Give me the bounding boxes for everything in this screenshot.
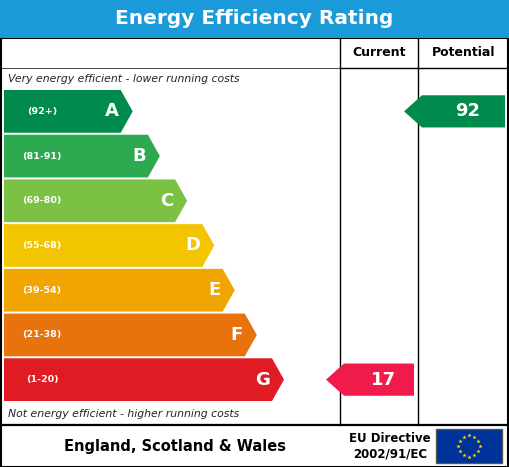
Text: (39-54): (39-54) bbox=[22, 286, 62, 295]
Text: G: G bbox=[255, 371, 270, 389]
Text: EU Directive: EU Directive bbox=[349, 432, 431, 446]
Polygon shape bbox=[4, 90, 133, 133]
Polygon shape bbox=[404, 95, 505, 127]
Text: Energy Efficiency Rating: Energy Efficiency Rating bbox=[116, 9, 393, 28]
Polygon shape bbox=[326, 363, 414, 396]
Text: Very energy efficient - lower running costs: Very energy efficient - lower running co… bbox=[8, 74, 240, 84]
Text: D: D bbox=[185, 236, 201, 255]
Text: B: B bbox=[132, 147, 146, 165]
Bar bbox=[0, 0, 509, 38]
Text: C: C bbox=[160, 192, 173, 210]
Text: (69-80): (69-80) bbox=[22, 196, 62, 205]
Text: Current: Current bbox=[352, 47, 406, 59]
Text: E: E bbox=[209, 281, 221, 299]
Polygon shape bbox=[4, 179, 187, 222]
Bar bbox=[436, 429, 502, 463]
Polygon shape bbox=[4, 313, 257, 356]
Text: A: A bbox=[105, 102, 119, 120]
Text: 2002/91/EC: 2002/91/EC bbox=[353, 448, 427, 461]
Text: Not energy efficient - higher running costs: Not energy efficient - higher running co… bbox=[8, 409, 239, 419]
Text: England, Scotland & Wales: England, Scotland & Wales bbox=[64, 439, 286, 453]
Bar bbox=[1, 425, 508, 467]
Text: Potential: Potential bbox=[432, 47, 495, 59]
Text: (81-91): (81-91) bbox=[22, 152, 62, 161]
Bar bbox=[1, 38, 508, 425]
Text: (21-38): (21-38) bbox=[22, 331, 62, 340]
Polygon shape bbox=[4, 269, 235, 311]
Polygon shape bbox=[4, 224, 214, 267]
Text: 92: 92 bbox=[455, 102, 480, 120]
Text: (1-20): (1-20) bbox=[25, 375, 59, 384]
Text: 17: 17 bbox=[371, 371, 395, 389]
Text: (55-68): (55-68) bbox=[22, 241, 62, 250]
Polygon shape bbox=[4, 134, 160, 177]
Text: F: F bbox=[231, 326, 243, 344]
Polygon shape bbox=[4, 358, 284, 401]
Text: (92+): (92+) bbox=[27, 107, 57, 116]
